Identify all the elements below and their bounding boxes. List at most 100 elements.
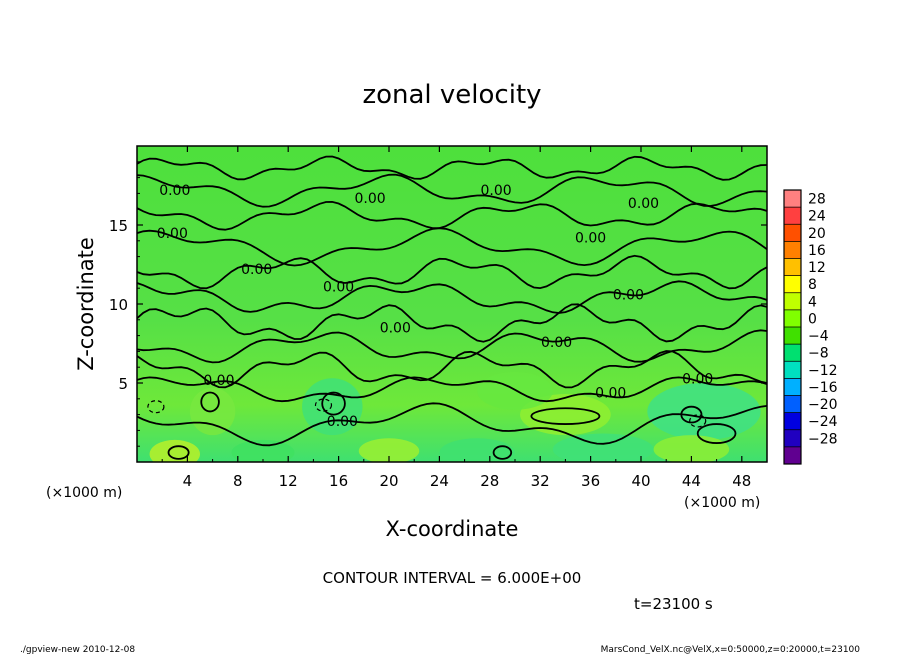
contour-label: 0.00 bbox=[575, 231, 606, 247]
y-tick-label: 5 bbox=[118, 375, 128, 393]
contour-label: 0.00 bbox=[203, 373, 234, 389]
field-patch bbox=[552, 433, 654, 462]
colorbar-swatch bbox=[784, 327, 801, 345]
field-patch bbox=[358, 438, 420, 462]
colorbar-label: −12 bbox=[808, 363, 838, 379]
closed-contour bbox=[696, 423, 737, 444]
colorbar-swatch bbox=[784, 344, 801, 362]
contour-line bbox=[137, 376, 767, 403]
plot-area: 0.00 0.00 0.00 0.00 0.00 0.00 0.00 0.00 0.00 0.00… bbox=[137, 146, 767, 462]
x-tick-label: 24 bbox=[430, 472, 449, 490]
colorbar-label: −16 bbox=[808, 380, 838, 396]
contour-label: 0.00 bbox=[241, 262, 272, 278]
colorbar-swatch bbox=[784, 258, 801, 277]
x-tick-label: 28 bbox=[480, 472, 499, 490]
contour-line bbox=[137, 173, 767, 208]
x-tick-label: 48 bbox=[732, 472, 751, 490]
colorbar-swatch bbox=[784, 309, 801, 328]
colorbar-swatch bbox=[784, 190, 801, 208]
colorbar-label: 28 bbox=[808, 192, 826, 208]
y-axis: 5 10 15 bbox=[109, 161, 767, 447]
field-patch bbox=[647, 383, 761, 440]
x-tick-label: 20 bbox=[379, 472, 398, 490]
colorbar-label: 20 bbox=[808, 226, 826, 242]
colorbar-label: 24 bbox=[808, 209, 826, 225]
colorbar-swatch bbox=[784, 378, 801, 396]
contour-label: 0.00 bbox=[613, 288, 644, 304]
time-label: t=23100 s bbox=[634, 595, 713, 613]
contour-line bbox=[137, 280, 767, 314]
colorbar-label: 0 bbox=[808, 311, 817, 327]
negative-contour bbox=[147, 400, 165, 414]
x-tick-label: 36 bbox=[581, 472, 600, 490]
x-tick-label: 44 bbox=[682, 472, 701, 490]
contour-line bbox=[137, 350, 767, 389]
colorbar-label: 16 bbox=[808, 243, 826, 259]
footer-left: ./gpview-new 2010-12-08 bbox=[20, 645, 135, 654]
colorbar-swatch bbox=[784, 361, 801, 379]
contour-label-layer: 0.00 0.00 0.00 0.00 0.00 0.00 0.00 0.00 0.00 0.00… bbox=[157, 183, 714, 430]
contour-interval-text: CONTOUR INTERVAL = 6.000E+00 bbox=[323, 569, 582, 587]
colorbar-swatch bbox=[784, 207, 801, 225]
colorbar-swatch bbox=[784, 292, 801, 311]
footer-right: MarsCond_VelX.nc@VelX,x=0:50000,z=0:2000… bbox=[601, 645, 861, 654]
negative-contour bbox=[689, 414, 707, 428]
field-patch bbox=[149, 439, 200, 462]
colorbar-swatch bbox=[784, 446, 801, 465]
field-patch bbox=[477, 371, 553, 410]
contour-label: 0.00 bbox=[682, 371, 713, 387]
contour-line bbox=[137, 227, 767, 267]
contour-label: 0.00 bbox=[355, 191, 386, 207]
closed-contour bbox=[492, 445, 513, 460]
contour-label: 0.00 bbox=[323, 280, 354, 296]
colorbar-label: 12 bbox=[808, 260, 826, 276]
colorbar-label: −28 bbox=[808, 431, 838, 447]
colorbar-swatch bbox=[784, 429, 801, 448]
contour-label: 0.00 bbox=[481, 183, 512, 199]
contour-line bbox=[137, 200, 767, 231]
x-tick-label: 32 bbox=[531, 472, 550, 490]
contour-lines bbox=[137, 155, 767, 460]
contour-label: 0.00 bbox=[157, 226, 188, 242]
contour-line bbox=[137, 402, 767, 447]
contour-label: 0.00 bbox=[159, 183, 190, 199]
negative-contour bbox=[314, 398, 333, 412]
chart-title: zonal velocity bbox=[362, 80, 541, 110]
colorbar-swatch bbox=[784, 275, 801, 294]
contour-label: 0.00 bbox=[628, 196, 659, 212]
contour-label: 0.00 bbox=[327, 414, 358, 430]
colorbar-swatch bbox=[784, 224, 801, 242]
colorbar-label: −24 bbox=[808, 414, 838, 430]
x-axis-label: X-coordinate bbox=[386, 517, 519, 541]
x-tick-label: 40 bbox=[631, 472, 650, 490]
contour-label: 0.00 bbox=[380, 321, 411, 337]
y-axis-label: Z-coordinate bbox=[74, 237, 98, 371]
y-tick-label: 10 bbox=[109, 296, 128, 314]
colorbar-label: −20 bbox=[808, 397, 838, 413]
y-tick-label: 15 bbox=[109, 217, 128, 235]
closed-contour bbox=[321, 391, 346, 416]
contour-label: 0.00 bbox=[541, 335, 572, 351]
closed-contour bbox=[530, 407, 601, 425]
x-tick-label: 12 bbox=[279, 472, 298, 490]
contour-line bbox=[137, 303, 767, 343]
x-axis: 4 8 12 16 20 24 28 32 36 40 44 48 bbox=[161, 146, 751, 490]
y-axis-unit: (×1000 m) bbox=[46, 485, 122, 501]
contour-line bbox=[137, 155, 767, 181]
colorbar-label: 8 bbox=[808, 277, 817, 293]
colorbar-label: −8 bbox=[808, 346, 829, 362]
x-axis-unit: (×1000 m) bbox=[684, 495, 760, 511]
x-tick-label: 16 bbox=[329, 472, 348, 490]
colorbar-swatch bbox=[784, 412, 801, 431]
closed-contour bbox=[200, 391, 220, 413]
colorbar-swatch bbox=[784, 241, 801, 259]
closed-contour bbox=[167, 445, 190, 460]
field-patch bbox=[231, 439, 295, 462]
closed-contour bbox=[680, 405, 703, 424]
field-patch bbox=[520, 394, 611, 436]
x-tick-label: 4 bbox=[183, 472, 193, 490]
contour-line bbox=[137, 329, 767, 364]
contour-line bbox=[137, 254, 767, 290]
